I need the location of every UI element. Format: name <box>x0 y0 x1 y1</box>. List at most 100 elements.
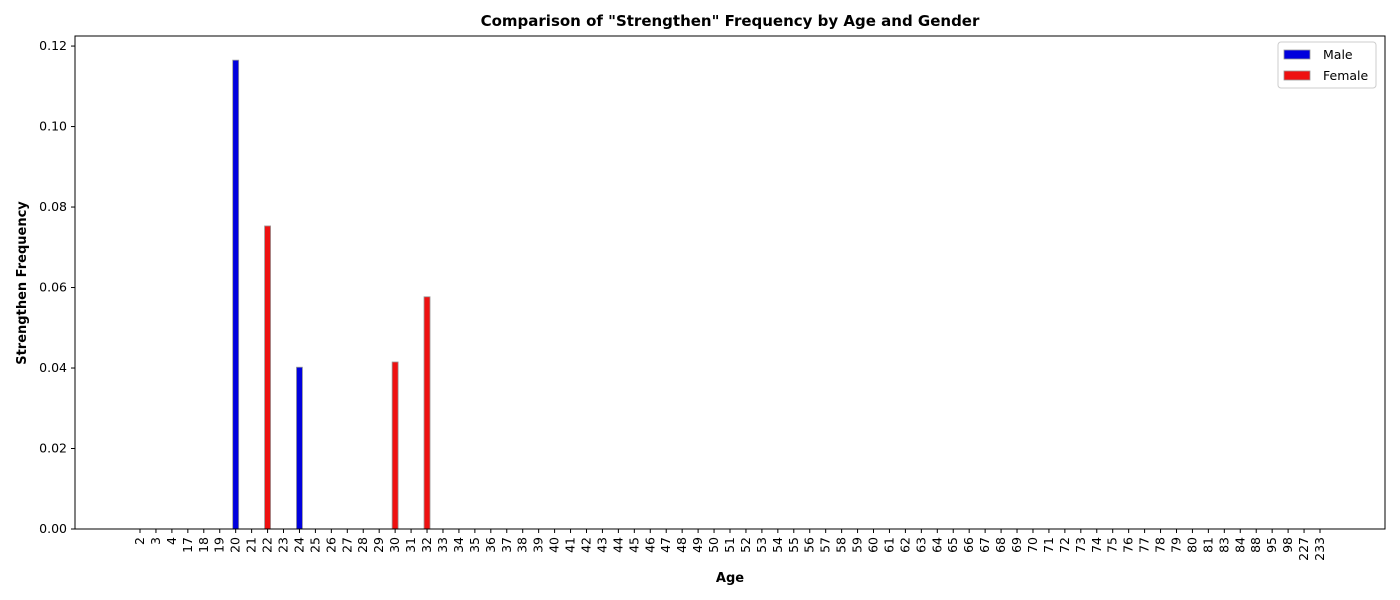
x-tick-label: 88 <box>1248 537 1263 553</box>
x-tick-label: 2 <box>132 537 147 545</box>
x-tick-label: 4 <box>164 537 179 545</box>
x-tick-label: 61 <box>881 537 896 553</box>
bar-male-24 <box>296 366 303 530</box>
x-tick-label: 46 <box>642 537 657 553</box>
y-tick-label: 0.02 <box>39 441 67 456</box>
x-tick-label: 26 <box>323 537 338 553</box>
bar-female-32 <box>423 296 431 530</box>
x-tick-label: 21 <box>244 537 259 553</box>
x-tick-label: 75 <box>1105 537 1120 553</box>
x-tick-label: 41 <box>563 537 578 553</box>
x-tick-label: 33 <box>435 537 450 553</box>
chart-title: Comparison of "Strengthen" Frequency by … <box>481 12 980 30</box>
legend: Male Female <box>1277 41 1377 89</box>
x-tick-label: 31 <box>403 537 418 553</box>
x-tick-label: 19 <box>212 537 227 553</box>
x-axis-label: Age <box>716 571 744 586</box>
x-tick-label: 35 <box>467 537 482 553</box>
x-tick-label: 80 <box>1184 537 1199 553</box>
x-tick-label: 22 <box>260 537 275 553</box>
x-tick-label: 84 <box>1232 537 1247 553</box>
legend-swatch-female <box>1283 70 1311 81</box>
x-tick-label: 30 <box>387 537 402 553</box>
legend-label-male: Male <box>1323 47 1353 62</box>
x-tick-label: 27 <box>339 537 354 553</box>
x-tick-label: 68 <box>993 537 1008 553</box>
legend-swatch-male <box>1283 49 1311 60</box>
x-tick-label: 83 <box>1216 537 1231 553</box>
x-tick-label: 49 <box>690 537 705 553</box>
x-tick-label: 48 <box>674 537 689 553</box>
x-tick-label: 3 <box>148 537 163 545</box>
x-tick-label: 81 <box>1200 537 1215 553</box>
x-tick-label: 37 <box>499 537 514 553</box>
x-tick-label: 50 <box>706 537 721 553</box>
plot-frame <box>74 35 1386 530</box>
x-tick-label: 52 <box>738 537 753 553</box>
y-tick-label: 0.10 <box>39 119 67 134</box>
y-axis-label: Strengthen Frequency <box>15 201 30 365</box>
x-tick-label: 71 <box>1041 537 1056 553</box>
x-tick-label: 42 <box>578 537 593 553</box>
x-tick-label: 45 <box>626 537 641 553</box>
x-tick-label: 24 <box>291 537 306 553</box>
x-tick-label: 53 <box>754 537 769 553</box>
x-tick-label: 40 <box>547 537 562 553</box>
x-tick-label: 66 <box>961 537 976 553</box>
bar-female-22 <box>264 225 271 530</box>
x-tick-label: 98 <box>1280 537 1295 553</box>
x-tick-label: 20 <box>228 537 243 553</box>
x-tick-label: 47 <box>658 537 673 553</box>
x-tick-label: 95 <box>1264 537 1279 553</box>
x-tick-label: 67 <box>977 537 992 553</box>
x-axis: 2 3 4 17 18 19 20 21 22 23 24 25 26 27 28 29 30 31 32 33 34 3… <box>132 529 1327 561</box>
x-tick-label: 64 <box>929 537 944 553</box>
legend-label-female: Female <box>1323 68 1369 83</box>
x-tick-label: 32 <box>419 537 434 553</box>
x-tick-label: 29 <box>371 537 386 553</box>
x-tick-label: 23 <box>276 537 291 553</box>
x-tick-label: 39 <box>531 537 546 553</box>
x-tick-label: 51 <box>722 537 737 553</box>
x-tick-label: 233 <box>1312 537 1327 561</box>
bar-male-20 <box>232 59 240 530</box>
x-tick-label: 70 <box>1025 537 1040 553</box>
x-tick-label: 18 <box>196 537 211 553</box>
bars-group <box>232 59 431 530</box>
x-tick-label: 55 <box>786 537 801 553</box>
y-tick-label: 0.08 <box>39 199 67 214</box>
x-tick-label: 56 <box>802 537 817 553</box>
x-tick-label: 76 <box>1121 537 1136 553</box>
x-tick-label: 57 <box>818 537 833 553</box>
x-tick-label: 72 <box>1057 537 1072 553</box>
x-tick-label: 69 <box>1009 537 1024 553</box>
x-tick-label: 59 <box>850 537 865 553</box>
y-tick-label: 0.12 <box>39 38 67 53</box>
bar-female-30 <box>391 361 399 530</box>
x-tick-label: 36 <box>483 537 498 553</box>
y-tick-label: 0.04 <box>39 360 67 375</box>
x-tick-label: 227 <box>1296 537 1311 561</box>
y-axis: 0.00 0.02 0.04 0.06 0.08 0.10 0.12 <box>39 38 75 536</box>
y-tick-label: 0.00 <box>39 521 67 536</box>
x-tick-label: 77 <box>1137 537 1152 553</box>
x-tick-label: 43 <box>594 537 609 553</box>
x-tick-label: 74 <box>1089 537 1104 553</box>
x-tick-label: 79 <box>1168 537 1183 553</box>
x-tick-label: 73 <box>1073 537 1088 553</box>
x-tick-label: 34 <box>451 537 466 553</box>
x-tick-label: 78 <box>1153 537 1168 553</box>
x-tick-label: 54 <box>770 537 785 553</box>
x-tick-label: 38 <box>515 537 530 553</box>
x-tick-label: 25 <box>307 537 322 553</box>
x-tick-label: 28 <box>355 537 370 553</box>
x-tick-label: 60 <box>866 537 881 553</box>
x-tick-label: 65 <box>945 537 960 553</box>
x-tick-label: 58 <box>834 537 849 553</box>
x-tick-label: 63 <box>913 537 928 553</box>
x-tick-label: 62 <box>897 537 912 553</box>
x-tick-label: 44 <box>610 537 625 553</box>
x-tick-label: 17 <box>180 537 195 553</box>
